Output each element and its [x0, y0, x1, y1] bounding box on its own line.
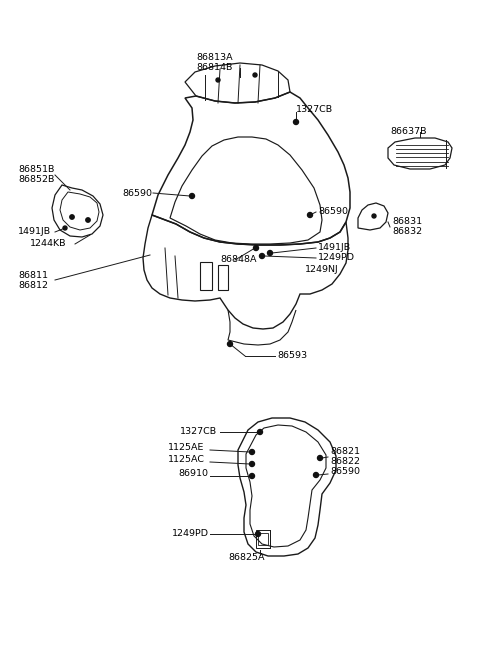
- Text: 1244KB: 1244KB: [30, 240, 67, 248]
- Text: 86831: 86831: [392, 217, 422, 227]
- Text: 1491JB: 1491JB: [18, 227, 51, 236]
- Circle shape: [250, 474, 254, 479]
- Text: 86814B: 86814B: [196, 62, 232, 71]
- Circle shape: [86, 218, 90, 222]
- Text: 86822: 86822: [330, 457, 360, 466]
- Text: 86852B: 86852B: [18, 176, 54, 185]
- Circle shape: [250, 462, 254, 466]
- Text: 86848A: 86848A: [220, 255, 256, 265]
- Circle shape: [190, 193, 194, 198]
- Circle shape: [313, 472, 319, 477]
- Text: 86812: 86812: [18, 280, 48, 290]
- Circle shape: [308, 212, 312, 217]
- Circle shape: [253, 73, 257, 77]
- Text: 86825A: 86825A: [228, 553, 264, 563]
- Text: 86590: 86590: [330, 468, 360, 476]
- Text: 86813A: 86813A: [196, 52, 233, 62]
- Text: 1249PD: 1249PD: [172, 529, 209, 538]
- Text: 1249PD: 1249PD: [318, 253, 355, 263]
- Circle shape: [228, 341, 232, 346]
- Text: 86590: 86590: [122, 189, 152, 198]
- Circle shape: [250, 449, 254, 455]
- Text: 1327CB: 1327CB: [180, 428, 217, 436]
- Circle shape: [267, 250, 273, 255]
- Text: 86821: 86821: [330, 447, 360, 457]
- Text: 1327CB: 1327CB: [296, 105, 333, 115]
- Circle shape: [70, 215, 74, 219]
- Circle shape: [253, 246, 259, 250]
- Circle shape: [317, 455, 323, 460]
- Text: 86832: 86832: [392, 227, 422, 236]
- Text: 1125AE: 1125AE: [168, 443, 204, 453]
- Text: 86637B: 86637B: [390, 128, 427, 136]
- Circle shape: [216, 78, 220, 82]
- Text: 86593: 86593: [277, 352, 307, 360]
- Circle shape: [293, 119, 299, 124]
- Text: 86910: 86910: [178, 470, 208, 479]
- Text: 86811: 86811: [18, 271, 48, 280]
- Text: 1125AC: 1125AC: [168, 455, 205, 464]
- Circle shape: [372, 214, 376, 218]
- Text: 86851B: 86851B: [18, 166, 54, 174]
- Text: 86590: 86590: [318, 208, 348, 217]
- Text: 1249NJ: 1249NJ: [305, 265, 339, 274]
- Circle shape: [260, 253, 264, 259]
- Circle shape: [255, 531, 261, 536]
- Circle shape: [63, 226, 67, 230]
- Circle shape: [257, 430, 263, 434]
- Text: 1491JB: 1491JB: [318, 244, 351, 252]
